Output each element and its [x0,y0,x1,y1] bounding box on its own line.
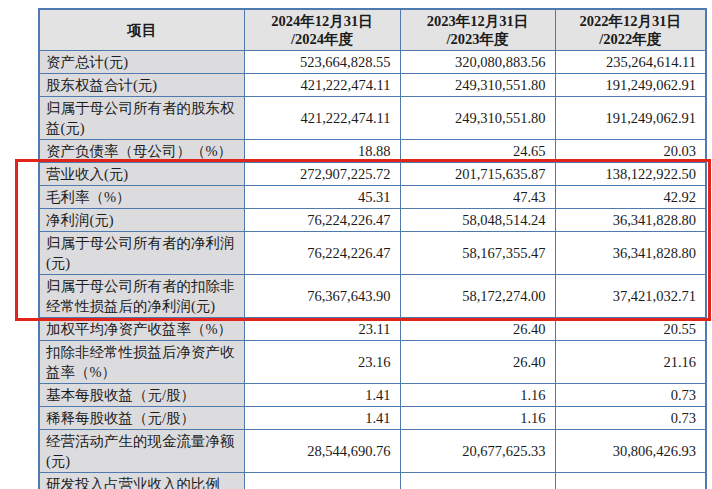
value-cell-2024: 76,224,226.47 [244,232,400,275]
table-header: 项目 2024年12月31日 /2024年度 2023年12月31日 /2023… [39,9,706,51]
row-label-cell: 稀释每股收益（元/股） [39,407,244,430]
value-cell-2022: 36,341,828.80 [555,209,706,232]
column-header-2022: 2022年12月31日 /2022年度 [555,9,706,51]
value-cell-2022: 30,806,426.93 [555,430,706,473]
row-label-cell: 研发投入占营业收入的比例（%） [39,473,244,489]
value-cell-2024: 23.11 [244,318,400,341]
row-label-cell: 资产总计(元) [39,51,244,74]
value-cell-2023: 47.43 [400,186,555,209]
table-row: 毛利率（%） 45.31 47.43 42.92 [39,186,706,209]
table-row: 股东权益合计(元) 421,222,474.11 249,310,551.80 … [39,74,706,97]
value-cell-2023: 4.87 [400,473,555,489]
table-row: 归属于母公司所有者的净利润(元) 76,224,226.47 58,167,35… [39,232,706,275]
value-cell-2023: 201,715,635.87 [400,163,555,186]
value-cell-2023: 20,677,625.33 [400,430,555,473]
table-row: 资产负债率（母公司）（%） 18.88 24.65 20.03 [39,140,706,163]
row-label-cell: 扣除非经常性损益后净资产收益率（%） [39,341,244,384]
value-cell-2022: 21.16 [555,341,706,384]
value-cell-2024: 421,222,474.11 [244,74,400,97]
value-cell-2023: 249,310,551.80 [400,74,555,97]
table-row: 归属于母公司所有者的股东权益(元) 421,222,474.11 249,310… [39,97,706,140]
value-cell-2024: 45.31 [244,186,400,209]
table-row: 加权平均净资产收益率（%） 23.11 26.40 20.55 [39,318,706,341]
value-cell-2023: 320,080,883.56 [400,51,555,74]
column-header-item: 项目 [39,9,244,51]
table-row: 净利润(元) 76,224,226.47 58,048,514.24 36,34… [39,209,706,232]
row-label-cell: 归属于母公司所有者的净利润(元) [39,232,244,275]
row-label-cell: 基本每股收益（元/股） [39,384,244,407]
value-cell-2022: 0.73 [555,384,706,407]
table-row: 经营活动产生的现金流量净额(元) 28,544,690.76 20,677,62… [39,430,706,473]
value-cell-2022: 20.55 [555,318,706,341]
row-label-cell: 股东权益合计(元) [39,74,244,97]
value-cell-2024: 523,664,828.55 [244,51,400,74]
row-label-cell: 资产负债率（母公司）（%） [39,140,244,163]
table-row: 稀释每股收益（元/股） 1.41 1.16 0.73 [39,407,706,430]
row-label-cell: 归属于母公司所有者的扣除非经常性损益后的净利润(元) [39,275,244,318]
table-row: 扣除非经常性损益后净资产收益率（%） 23.16 26.40 21.16 [39,341,706,384]
value-cell-2023: 58,167,355.47 [400,232,555,275]
value-cell-2023: 26.40 [400,341,555,384]
value-cell-2023: 1.16 [400,407,555,430]
value-cell-2023: 58,048,514.24 [400,209,555,232]
value-cell-2022: 191,249,062.91 [555,74,706,97]
value-cell-2024: 421,222,474.11 [244,97,400,140]
value-cell-2023: 58,172,274.00 [400,275,555,318]
table-row: 营业收入(元) 272,907,225.72 201,715,635.87 13… [39,163,706,186]
value-cell-2022: 37,421,032.71 [555,275,706,318]
document-page: 项目 2024年12月31日 /2024年度 2023年12月31日 /2023… [0,0,712,489]
value-cell-2023: 24.65 [400,140,555,163]
value-cell-2024: 18.88 [244,140,400,163]
financial-table: 项目 2024年12月31日 /2024年度 2023年12月31日 /2023… [38,8,707,489]
value-cell-2024: 23.16 [244,341,400,384]
value-cell-2023: 1.16 [400,384,555,407]
table-row: 研发投入占营业收入的比例（%） 4.23 4.87 4.58 [39,473,706,489]
row-label-cell: 加权平均净资产收益率（%） [39,318,244,341]
value-cell-2022: 191,249,062.91 [555,97,706,140]
value-cell-2022: 235,264,614.11 [555,51,706,74]
table-row: 资产总计(元) 523,664,828.55 320,080,883.56 23… [39,51,706,74]
value-cell-2024: 272,907,225.72 [244,163,400,186]
row-label-cell: 净利润(元) [39,209,244,232]
column-header-2023: 2023年12月31日 /2023年度 [400,9,555,51]
value-cell-2024: 1.41 [244,407,400,430]
value-cell-2022: 20.03 [555,140,706,163]
table-body: 资产总计(元) 523,664,828.55 320,080,883.56 23… [39,51,706,489]
table-row: 基本每股收益（元/股） 1.41 1.16 0.73 [39,384,706,407]
row-label-cell: 归属于母公司所有者的股东权益(元) [39,97,244,140]
row-label-cell: 营业收入(元) [39,163,244,186]
value-cell-2024: 4.23 [244,473,400,489]
value-cell-2024: 1.41 [244,384,400,407]
value-cell-2023: 26.40 [400,318,555,341]
value-cell-2023: 249,310,551.80 [400,97,555,140]
table-row: 归属于母公司所有者的扣除非经常性损益后的净利润(元) 76,367,643.90… [39,275,706,318]
header-row: 项目 2024年12月31日 /2024年度 2023年12月31日 /2023… [39,9,706,51]
value-cell-2022: 4.58 [555,473,706,489]
column-header-2024: 2024年12月31日 /2024年度 [244,9,400,51]
row-label-cell: 经营活动产生的现金流量净额(元) [39,430,244,473]
value-cell-2022: 0.73 [555,407,706,430]
value-cell-2024: 76,367,643.90 [244,275,400,318]
value-cell-2022: 36,341,828.80 [555,232,706,275]
value-cell-2024: 28,544,690.76 [244,430,400,473]
value-cell-2022: 138,122,922.50 [555,163,706,186]
row-label-cell: 毛利率（%） [39,186,244,209]
value-cell-2022: 42.92 [555,186,706,209]
value-cell-2024: 76,224,226.47 [244,209,400,232]
